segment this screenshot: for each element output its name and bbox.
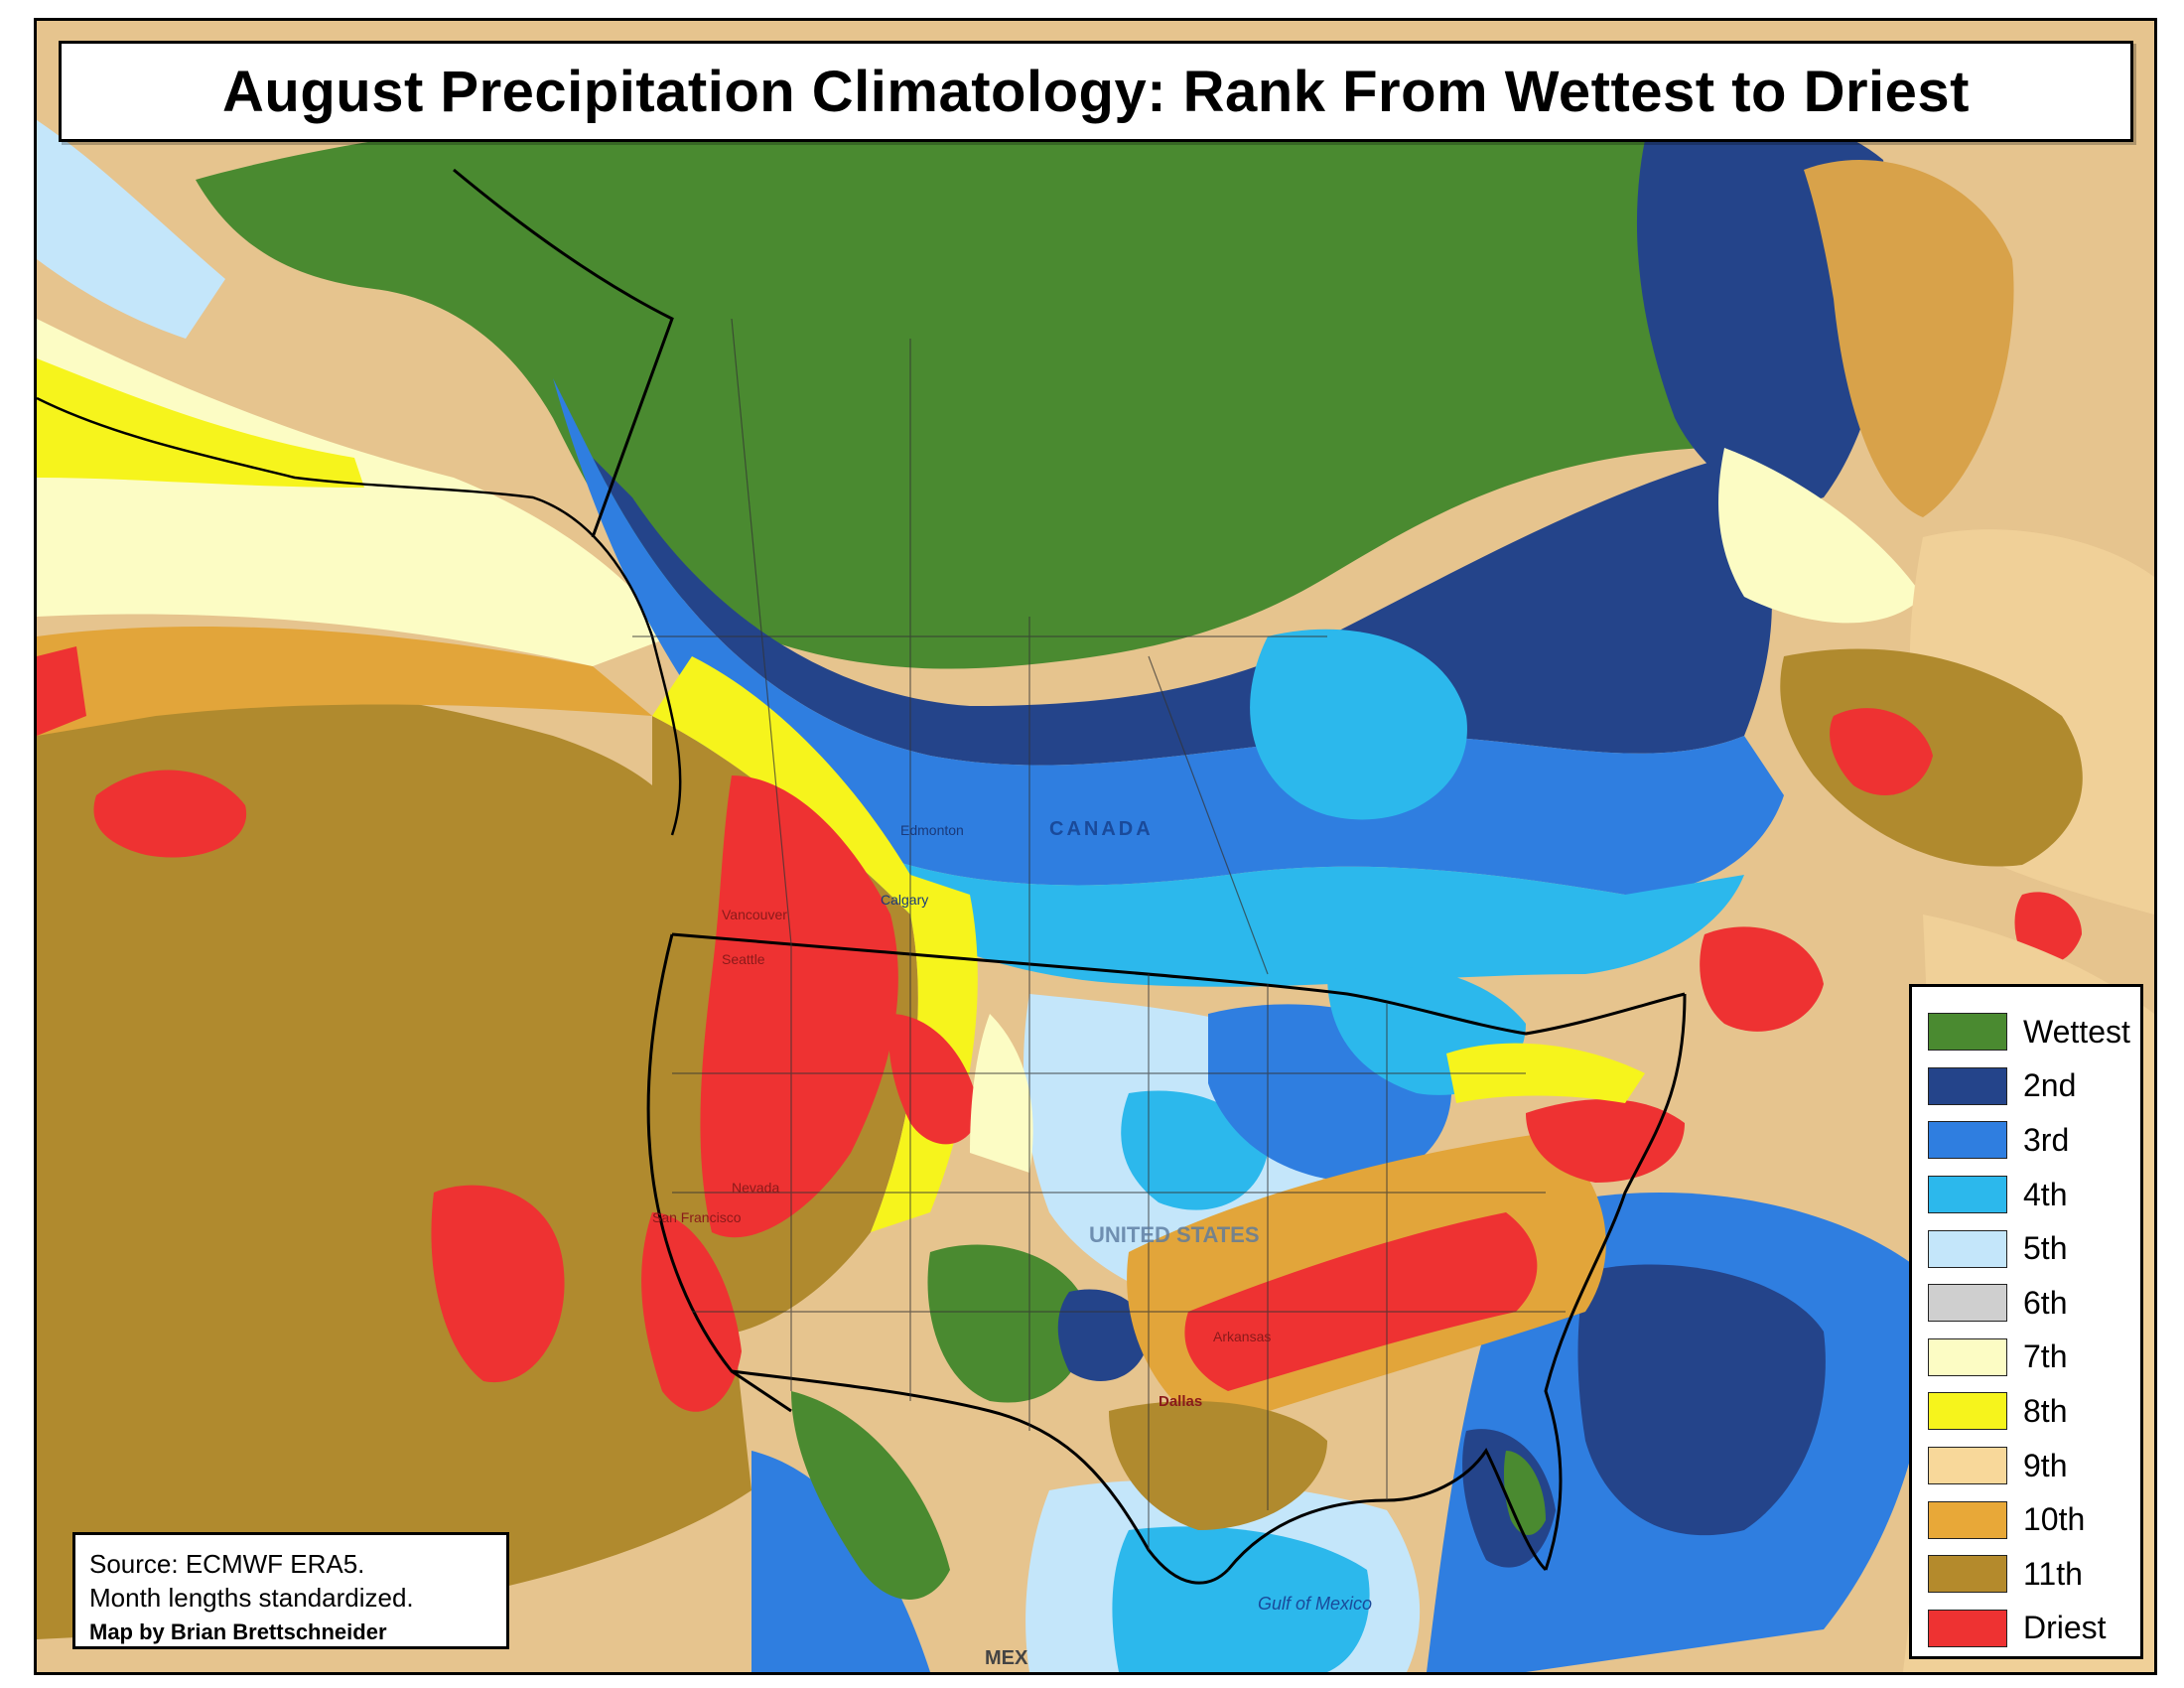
atlantic-north-light [1718, 448, 1923, 624]
label-vancouver: Vancouver [722, 907, 787, 922]
legend-swatch [1928, 1284, 2007, 1323]
us-west-coast [646, 933, 792, 1413]
legend-swatch [1928, 1121, 2007, 1160]
legend-label: 6th [2023, 1284, 2068, 1321]
us-west-driest [700, 775, 898, 1238]
us-canada-border [671, 932, 1686, 1036]
us-mexico-border [731, 1369, 1230, 1585]
legend-label: 10th [2023, 1501, 2086, 1538]
legend-label: 4th [2023, 1176, 2068, 1212]
precipitation-map: CANADA UNITED STATES MEX Gulf of Mexico … [37, 21, 2154, 1672]
legend-row-wettest: Wettest [1928, 1005, 2140, 1059]
label-united-states: UNITED STATES [1089, 1222, 1260, 1247]
legend-swatch [1928, 1555, 2007, 1594]
label-dallas: Dallas [1159, 1393, 1202, 1410]
legend-row-10th: 10th [1928, 1492, 2140, 1547]
east-coast-yellow [1446, 1043, 1645, 1103]
pacific-driest-patch-3 [37, 646, 86, 736]
legend-label: 2nd [2023, 1067, 2077, 1104]
legend-swatch [1928, 1337, 2007, 1376]
legend-row-6th: 6th [1928, 1276, 2140, 1331]
legend-row-3rd: 3rd [1928, 1113, 2140, 1168]
legend-label: 11th [2023, 1555, 2083, 1592]
legend-swatch [1928, 1176, 2007, 1214]
label-seattle: Seattle [722, 951, 765, 967]
canada-2nd-zone [593, 458, 1772, 766]
southeast-driest [1184, 1212, 1538, 1391]
label-canada: CANADA [1049, 818, 1154, 840]
label-arkansas: Arkansas [1213, 1329, 1271, 1344]
label-gulf-of-mexico: Gulf of Mexico [1258, 1594, 1372, 1614]
legend-row-8th: 8th [1928, 1384, 2140, 1439]
legend-label: 3rd [2023, 1121, 2070, 1158]
legend-label: Driest [2023, 1610, 2107, 1646]
canada-3rd-zone [553, 378, 1784, 895]
alaska-boundary [453, 168, 674, 538]
greenland-10th [1804, 160, 2014, 517]
province-lines [632, 318, 1327, 975]
label-mexico: MEX [985, 1647, 1028, 1669]
legend-swatch [1928, 1392, 2007, 1431]
mexico-wettest [791, 1391, 950, 1600]
legend-swatch [1928, 1609, 2007, 1647]
map-title: August Precipitation Climatology: Rank F… [222, 59, 1970, 124]
legend-label: 8th [2023, 1392, 2068, 1429]
source-line-1: Source: ECMWF ERA5. [89, 1549, 365, 1579]
plains-7th [970, 1014, 1033, 1173]
legend-swatch [1928, 1066, 2007, 1105]
pacific-driest-patch-2 [431, 1185, 565, 1383]
source-box: Source: ECMWF ERA5. Month lengths standa… [72, 1532, 509, 1649]
gulf-alaska-light [37, 319, 672, 666]
label-edmonton: Edmonton [900, 822, 964, 838]
state-lines [672, 944, 1566, 1550]
pacific-driest-patch-1 [93, 770, 247, 858]
legend-row-driest: Driest [1928, 1602, 2140, 1656]
atlantic-2nd-zone [1577, 1264, 1826, 1536]
legend: Wettest 2nd 3rd 4th 5th 6th 7th 8th [1909, 984, 2143, 1659]
gulf-mexico-4th [1112, 1526, 1370, 1672]
legend-row-9th: 9th [1928, 1439, 2140, 1493]
legend-label: 7th [2023, 1338, 2068, 1375]
legend-label: 9th [2023, 1447, 2068, 1483]
map-frame: CANADA UNITED STATES MEX Gulf of Mexico … [34, 18, 2157, 1675]
california-driest [641, 1212, 742, 1412]
legend-swatch [1928, 1229, 2007, 1268]
label-nevada: Nevada [732, 1180, 779, 1196]
legend-row-7th: 7th [1928, 1331, 2140, 1385]
mexico-pacific-blue [751, 1451, 930, 1672]
legend-row-2nd: 2nd [1928, 1059, 2140, 1114]
northeast-driest [1526, 1099, 1685, 1183]
legend-swatch [1928, 1447, 2007, 1485]
gulf-alaska-yellow [37, 358, 364, 488]
label-calgary: Calgary [881, 892, 928, 908]
us-west-yellow [652, 656, 978, 1232]
bering-light-blue [37, 120, 225, 339]
title-box: August Precipitation Climatology: Rank F… [59, 41, 2133, 142]
legend-row-5th: 5th [1928, 1221, 2140, 1276]
atlantic-driest-1 [1830, 708, 1933, 795]
legend-row-4th: 4th [1928, 1168, 2140, 1222]
legend-label: 5th [2023, 1230, 2068, 1267]
rockies-driest [888, 1014, 980, 1145]
maritimes-driest [1700, 926, 1824, 1032]
southwest-wettest [927, 1244, 1089, 1403]
pacific-10th-zone [37, 627, 652, 736]
legend-row-11th: 11th [1928, 1547, 2140, 1602]
legend-swatch [1928, 1500, 2007, 1539]
pacific-11th-zone [37, 683, 751, 1639]
us-gulf-coast [1226, 1448, 1548, 1572]
texas-11th [1109, 1401, 1327, 1530]
legend-swatch [1928, 1013, 2007, 1052]
source-line-2: Month lengths standardized. [89, 1583, 414, 1613]
label-san-francisco: San Francisco [652, 1209, 742, 1225]
legend-label: Wettest [2023, 1013, 2130, 1050]
map-credit: Map by Brian Brettschneider [89, 1619, 387, 1644]
hudson-bay-4th [1250, 629, 1467, 820]
canada-wettest-zone [196, 102, 1865, 669]
us-east-coast [1544, 993, 1687, 1571]
alaska-coastline [37, 396, 682, 836]
